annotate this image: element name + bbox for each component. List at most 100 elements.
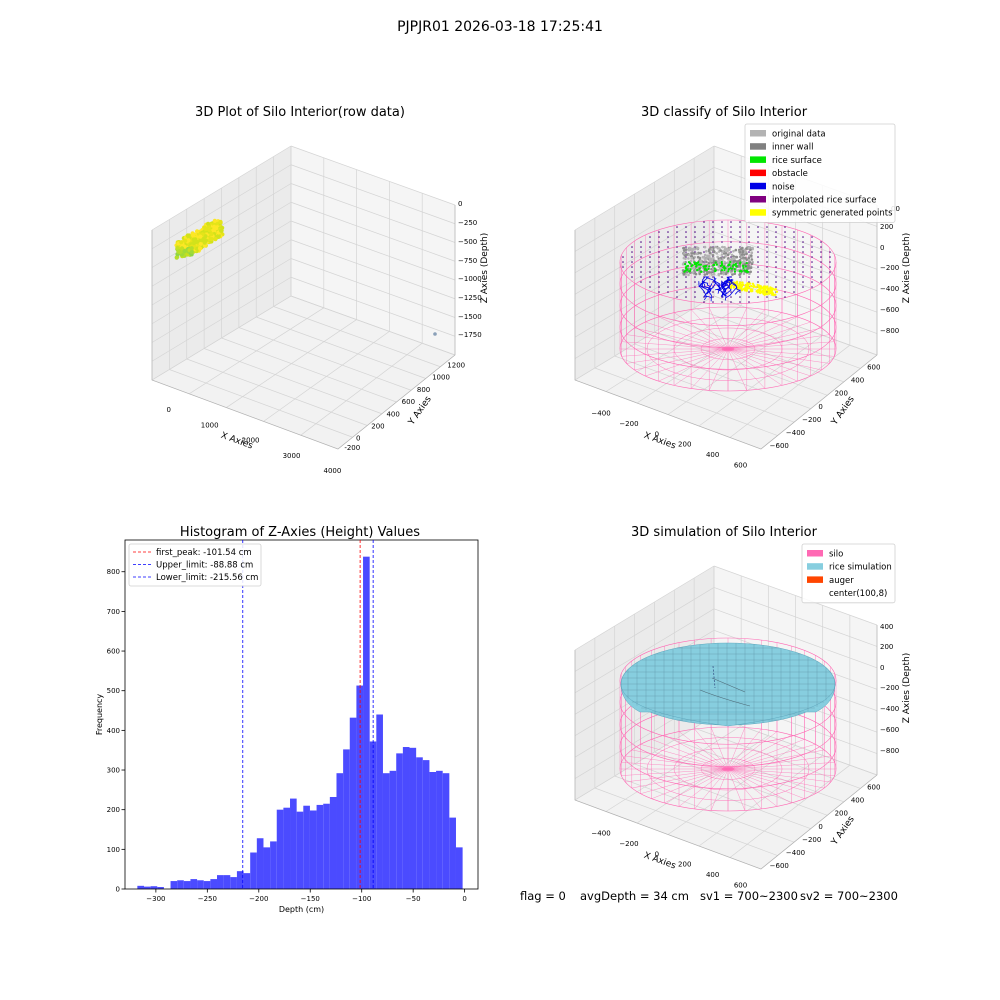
simulation-z-tick: 400 [880,623,893,631]
histogram-bar [283,807,291,889]
grid-z-left [151,295,292,381]
original-point [738,273,741,277]
raw-z-axis-label: Z Axies (Depth) [480,233,490,304]
original-point [723,260,726,264]
classify-y-tick: 600 [867,363,880,371]
symmetric-point [729,286,733,289]
grid-z-back [713,295,878,356]
interpolated-point [721,241,723,243]
classify-y-tick: 200 [835,390,848,398]
raw-data-point [195,229,200,234]
interpolated-point [757,281,759,283]
original-point [724,252,728,255]
interpolated-point [712,221,714,223]
interpolated-point [793,266,795,268]
simulation-y-tick: −600 [770,862,789,870]
rice-surface-point [698,267,701,270]
classify-y-tick: −400 [786,429,805,437]
interpolated-point [712,276,714,278]
interpolated-point [811,236,813,238]
interpolated-point [766,266,768,268]
plot-raw-data-title: 3D Plot of Silo Interior(row data) [195,105,405,120]
raw-z-tick: −1250 [458,294,482,302]
grid-y [614,775,795,843]
interpolated-point [784,246,786,248]
original-point [719,272,723,275]
noise-trace [720,283,727,297]
grid-x [698,755,823,847]
interpolated-point [739,296,741,298]
grid-y [634,763,811,830]
interpolated-point [712,281,714,283]
legend-label: center(100,8) [829,589,887,599]
simulation-z-tick: −600 [880,726,899,734]
rice-surface-point [727,270,730,273]
grid-y [204,348,382,415]
classify-x-tick: 0 [655,430,659,438]
rice-surface-point [697,261,700,264]
interpolated-point [829,261,831,263]
interpolated-point [766,256,768,258]
interpolated-point [829,256,831,258]
rice-surface-point [723,267,726,270]
status-sv1: sv1 = 700~2300 [700,889,798,903]
plot-histogram: Histogram of Z-Axies (Height) Values −30… [95,525,479,914]
grid-y [594,367,778,436]
histogram-bar [303,805,310,889]
symmetric-point [763,290,767,293]
interpolated-point [793,246,795,248]
grid-z-left [574,715,715,801]
simulation-z-tick: −400 [880,705,899,713]
silo-floor-ring [646,317,810,381]
raw-data-point [175,245,180,251]
raw-y-tick: 0 [356,435,360,443]
interpolated-point [784,261,786,263]
original-point [732,260,736,263]
plot-simulation-3d: 3D simulation of Silo Interior −400 −200 0… [574,525,912,889]
histogram-legend-frame [128,543,262,587]
interpolated-point [784,291,786,293]
rice-surface-point [729,260,732,264]
rice-simulation-rim [620,683,836,727]
original-point [692,252,696,255]
interpolated-point [712,231,714,233]
interpolated-point [685,231,687,233]
symmetric-point [745,285,748,288]
original-point [699,251,702,255]
noise-trace [730,280,742,295]
grid-y [186,358,368,426]
raw-data-point [191,240,196,246]
interpolated-point [649,251,651,253]
interpolated-point [775,256,777,258]
raw-data-point [197,246,203,251]
interpolated-point [721,221,723,223]
raw-z-tick: 0 [458,200,462,208]
original-point [708,258,712,261]
interpolated-point [802,241,804,243]
interpolated-point [757,236,759,238]
rice-surface-point [733,270,737,273]
original-point [715,252,718,255]
interpolated-point [712,291,714,293]
symmetric-point [759,285,763,288]
interpolated-point [640,276,642,278]
rice-surface-point [703,265,706,268]
interpolated-point [766,246,768,248]
original-point [749,270,752,274]
original-point [750,258,754,261]
classify-z-tick: 200 [880,223,893,231]
silo-floor-center [722,766,734,772]
grid-z-back [290,201,456,262]
histogram-bar [150,886,158,889]
interpolated-point [685,291,687,293]
original-point [737,265,740,268]
legend-swatch [750,209,766,216]
symmetric-point [758,286,761,290]
interpolated-point [694,281,696,283]
silo-floor-ring [673,327,783,371]
histogram-y-tick: 200 [107,806,120,814]
interpolated-point [649,261,651,263]
original-point [735,255,739,259]
interpolated-point [784,296,786,298]
rice-surface-point [699,263,703,266]
